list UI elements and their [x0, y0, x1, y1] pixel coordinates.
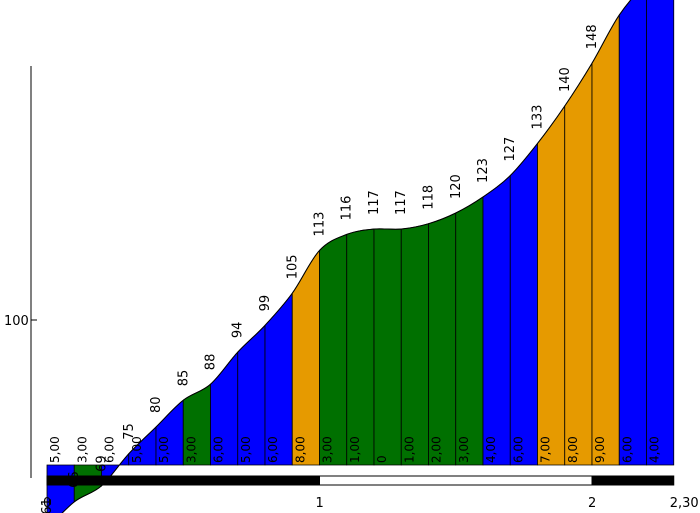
gradient-label-8: 5,00	[239, 436, 253, 463]
gradient-label-20: 8,00	[566, 436, 580, 463]
profile-segment-14	[400, 223, 429, 466]
profile-segment-11	[319, 233, 348, 466]
elevation-label-6: 85	[176, 370, 191, 387]
x-axis-ticks: 0 1 2 2,30	[43, 496, 699, 511]
gradient-label-7: 6,00	[212, 436, 226, 463]
profile-segment-19	[537, 104, 566, 466]
gradient-label-19: 7,00	[539, 436, 553, 463]
gradient-label-14: 1,00	[402, 436, 416, 463]
profile-segments	[46, 0, 675, 513]
elevation-label-13: 117	[367, 190, 382, 215]
profile-segment-10	[291, 249, 320, 466]
elevation-label-8: 94	[231, 322, 246, 339]
elevation-label-7: 88	[204, 354, 219, 371]
profile-segment-22	[618, 0, 647, 466]
elevation-labels: 6166697580858894991051131161171171181201…	[40, 0, 627, 513]
y-axis: 100	[4, 66, 37, 478]
profile-segment-15	[428, 212, 457, 466]
profile-segment-17	[482, 174, 511, 466]
gradient-label-23: 4,00	[648, 436, 662, 463]
x-tick-label-3: 2	[588, 496, 596, 511]
gradient-label-10: 8,00	[293, 436, 307, 463]
elevation-label-4: 75	[122, 423, 137, 440]
km-bar-block-1	[46, 475, 320, 486]
elevation-label-3: 69	[95, 455, 110, 472]
gradient-label-15: 2,00	[430, 436, 444, 463]
gradient-labels: 5,00 3,00 6,00 5,00 5,00 3,00 6,00 5,00 6,00 8,00…	[48, 436, 662, 463]
profile-segment-16	[455, 196, 484, 466]
elevation-label-9: 99	[258, 295, 273, 312]
x-tick-label-1: 0	[43, 496, 51, 511]
elevation-label-17: 123	[476, 158, 491, 183]
gradient-label-3: 6,00	[103, 436, 117, 463]
kilometer-bar	[46, 475, 675, 486]
km-bar-block-2	[319, 475, 593, 486]
profile-outline	[61, 0, 632, 513]
profile-segment-18	[509, 142, 538, 466]
elevation-label-15: 118	[422, 185, 437, 210]
elevation-label-10: 105	[285, 254, 300, 279]
gradient-label-21: 9,00	[593, 436, 607, 463]
gradient-label-16: 3,00	[457, 436, 471, 463]
y-tick-label-100: 100	[4, 314, 29, 329]
gradient-label-6: 3,00	[184, 436, 198, 463]
x-tick-label-2: 1	[316, 496, 324, 511]
gradient-label-9: 6,00	[266, 436, 280, 463]
gradient-label-17: 4,00	[484, 436, 498, 463]
elevation-label-16: 120	[449, 174, 464, 199]
elevation-label-20: 140	[558, 67, 573, 92]
elevation-label-5: 80	[149, 396, 164, 413]
gradient-label-5: 5,00	[157, 436, 171, 463]
gradient-label-12: 1,00	[348, 436, 362, 463]
profile-segment-21	[591, 13, 620, 466]
gradient-label-1: 5,00	[48, 436, 62, 463]
gradient-label-18: 6,00	[511, 436, 525, 463]
elevation-label-18: 127	[503, 137, 518, 162]
profile-line	[61, 0, 632, 513]
gradient-label-11: 3,00	[321, 436, 335, 463]
km-bar-block-3	[591, 475, 675, 486]
elevation-label-19: 133	[531, 105, 546, 130]
profile-segment-20	[564, 61, 593, 466]
gradient-label-4: 5,00	[130, 436, 144, 463]
profile-segment-23	[646, 0, 675, 466]
profile-segment-13	[373, 228, 402, 466]
elevation-label-1: 61	[40, 498, 55, 513]
x-tick-label-4: 2,30	[670, 496, 699, 511]
gradient-label-22: 6,00	[620, 436, 634, 463]
elevation-label-12: 116	[340, 196, 355, 221]
gradient-label-2: 3,00	[75, 436, 89, 463]
profile-segment-12	[346, 228, 375, 466]
elevation-label-14: 117	[394, 190, 409, 215]
elevation-label-22: 157	[612, 0, 627, 1]
elevation-label-11: 113	[313, 212, 328, 237]
elevation-label-21: 148	[585, 24, 600, 49]
gradient-label-13: 0	[375, 455, 389, 463]
